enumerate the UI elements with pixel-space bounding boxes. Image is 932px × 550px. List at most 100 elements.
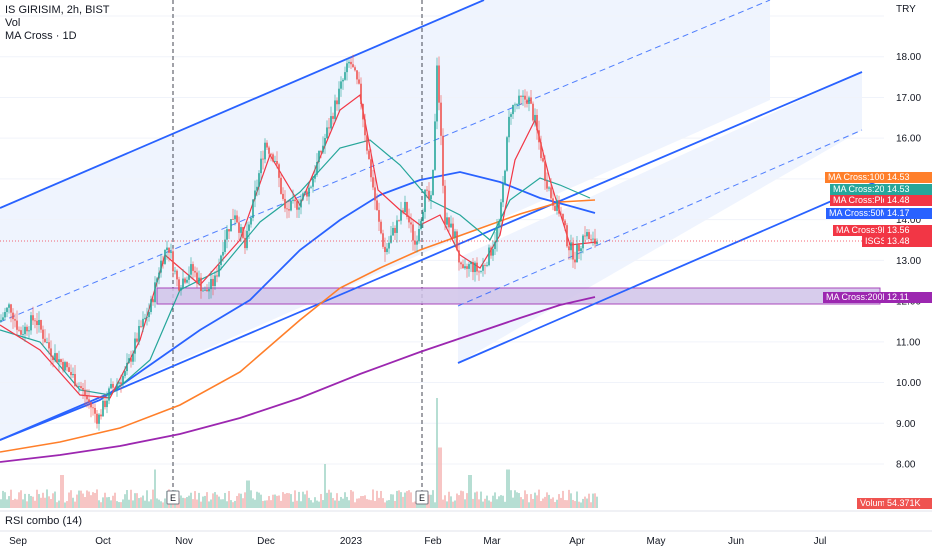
volume-bar	[118, 502, 120, 508]
candle-body	[94, 407, 96, 414]
candle-body	[206, 289, 208, 292]
volume-bar	[72, 497, 74, 508]
candle-body	[458, 250, 460, 263]
x-tick-label: Feb	[424, 536, 442, 547]
candle-body	[496, 227, 498, 242]
price-label-value: 54.371K	[884, 498, 932, 509]
candle-body	[20, 330, 22, 335]
earnings-marker-label: E	[419, 493, 425, 503]
candle-body	[18, 329, 20, 331]
volume-bar	[542, 498, 544, 508]
candle-body	[318, 150, 320, 163]
candle-body	[492, 249, 494, 256]
channel-mid	[0, 0, 771, 323]
price-axis[interactable]	[884, 0, 932, 511]
candle-body	[384, 246, 386, 253]
candle-body	[126, 362, 128, 372]
support-zone	[156, 287, 881, 305]
candle-body	[542, 158, 544, 162]
volume-bar	[500, 495, 502, 508]
volume-bar	[34, 500, 36, 508]
volume-bar	[410, 492, 412, 508]
candle-body	[290, 200, 292, 211]
candle-body	[324, 138, 326, 146]
volume-bar	[94, 492, 96, 508]
candle-body	[50, 348, 52, 357]
earnings-marker-2[interactable]: E	[415, 490, 429, 505]
candle-body	[306, 191, 308, 197]
volume-bar	[498, 496, 500, 508]
earnings-marker-1[interactable]: E	[166, 490, 180, 505]
price-label-name: MA Cross:100MA	[828, 172, 899, 182]
volume-bar	[378, 497, 380, 508]
candle-body	[282, 193, 284, 199]
vol-indicator-label[interactable]: Vol	[5, 17, 21, 29]
candle-body	[48, 342, 50, 349]
volume-bar	[466, 493, 468, 508]
candle-body	[276, 160, 278, 165]
ma50-line	[0, 171, 596, 441]
price-label-4: MA Cross:9MA	[833, 225, 896, 236]
candle-body	[150, 299, 152, 312]
volume-bar	[172, 501, 174, 508]
candle-body	[476, 262, 478, 272]
candle-body	[398, 220, 400, 222]
volume-bar	[56, 502, 58, 508]
volume-bar	[334, 500, 336, 508]
candle-body	[428, 190, 430, 200]
candle-body	[438, 65, 440, 103]
volume-bar	[60, 475, 62, 508]
candle-body	[576, 244, 578, 263]
volume-bar	[346, 496, 348, 508]
volume-bar	[208, 501, 210, 508]
candle-body	[124, 371, 126, 377]
price-label-6: MA Cross:200MA	[823, 292, 896, 303]
candle-body	[378, 210, 380, 222]
candle-body	[242, 227, 244, 238]
volume-bar	[380, 490, 382, 508]
candle-body	[580, 248, 582, 252]
volume-bar	[180, 495, 182, 508]
volume-bar	[282, 492, 284, 508]
symbol-title[interactable]: IS GIRISIM, 2h, BIST	[5, 4, 110, 16]
volume-bar	[12, 500, 14, 508]
candle-body	[364, 119, 366, 136]
candle-body	[300, 199, 302, 208]
volume-bar	[516, 492, 518, 508]
earnings-marker-label: E	[170, 493, 176, 503]
candle-body	[90, 402, 92, 408]
ma100-line	[0, 199, 596, 453]
candle-body	[498, 221, 500, 228]
candle-body	[160, 260, 162, 273]
candle-body	[212, 278, 214, 287]
candle-body	[464, 266, 466, 269]
volume-bar	[186, 497, 188, 508]
volume-bar	[340, 496, 342, 508]
candle-body	[284, 198, 286, 209]
candle-body	[262, 158, 264, 160]
volume-bar	[8, 496, 10, 508]
rsi-indicator-label[interactable]: RSI combo (14)	[5, 515, 83, 527]
volume-bar	[394, 500, 396, 508]
volume-bar	[238, 493, 240, 508]
volume-bar	[392, 494, 394, 508]
volume-bar	[52, 493, 54, 508]
volume-bar	[106, 497, 108, 508]
volume-bar	[248, 480, 250, 508]
volume-bar	[48, 496, 50, 508]
volume-bar	[492, 495, 494, 508]
candle-body	[460, 262, 462, 265]
volume-bar	[54, 491, 56, 508]
candle-body	[78, 386, 80, 388]
volume-bar	[144, 500, 146, 508]
volume-bar	[522, 499, 524, 508]
candle-body	[360, 83, 362, 105]
volume-bar	[200, 501, 202, 508]
volume-bar	[534, 492, 536, 508]
candle-body	[2, 317, 4, 320]
ma-cross-indicator-label[interactable]: MA Cross · 1D	[5, 30, 77, 42]
candle-body	[426, 189, 428, 191]
volume-bar	[576, 491, 578, 508]
candle-body	[142, 318, 144, 327]
